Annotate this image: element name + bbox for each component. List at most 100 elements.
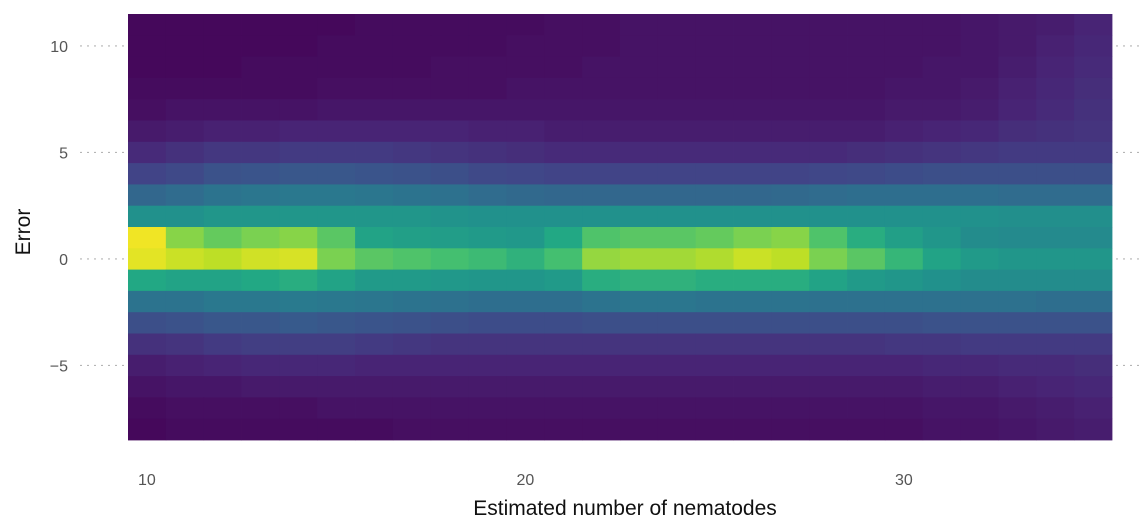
heatmap-cell xyxy=(279,269,318,292)
heatmap-cell xyxy=(771,163,810,185)
heatmap-cell xyxy=(582,163,621,185)
heatmap-cell xyxy=(430,141,470,164)
heatmap-cell xyxy=(582,418,621,441)
heatmap-cell xyxy=(922,205,962,228)
heatmap-cell xyxy=(392,184,432,207)
heatmap-cell xyxy=(809,99,848,121)
heatmap-cell xyxy=(317,397,356,420)
heatmap-cell xyxy=(203,77,242,100)
heatmap-cell xyxy=(922,35,962,57)
heatmap-cell xyxy=(1036,35,1075,57)
heatmap-cell xyxy=(620,418,659,441)
heatmap-cell xyxy=(695,227,734,249)
heatmap-cell xyxy=(847,227,886,249)
heatmap-cell xyxy=(582,184,621,207)
heatmap-cell xyxy=(279,35,318,57)
heatmap-cell xyxy=(203,99,242,121)
heatmap-cell xyxy=(1036,120,1075,143)
heatmap-cell xyxy=(960,376,999,398)
heatmap-cell xyxy=(998,35,1037,57)
heatmap-cell xyxy=(960,184,999,207)
heatmap-cell xyxy=(317,56,356,79)
heatmap-cell xyxy=(847,184,886,207)
heatmap-cell xyxy=(468,14,507,36)
heatmap-cell xyxy=(809,14,848,36)
heatmap-cell xyxy=(165,205,205,228)
heatmap-cell xyxy=(317,290,356,313)
heatmap-cell xyxy=(506,290,545,313)
heatmap-cell xyxy=(582,56,621,79)
heatmap-cell xyxy=(884,99,924,121)
heatmap-cell xyxy=(771,77,810,100)
heatmap-cell xyxy=(998,184,1037,207)
heatmap-cell xyxy=(657,163,697,185)
heatmap-cells xyxy=(128,14,1113,441)
heatmap-cell xyxy=(392,77,432,100)
heatmap-cell xyxy=(847,376,886,398)
heatmap-cell xyxy=(203,205,242,228)
heatmap-cell xyxy=(733,333,772,356)
heatmap-cell xyxy=(582,205,621,228)
heatmap-cell xyxy=(1074,184,1113,207)
heatmap-cell xyxy=(279,248,318,270)
heatmap-cell xyxy=(809,376,848,398)
heatmap-cell xyxy=(695,397,734,420)
heatmap-cell xyxy=(506,418,545,441)
heatmap-cell xyxy=(317,248,356,270)
heatmap-cell xyxy=(241,163,280,185)
heatmap-cell xyxy=(960,141,999,164)
heatmap-cell xyxy=(809,184,848,207)
heatmap-cell xyxy=(506,120,545,143)
heatmap-cell xyxy=(922,120,962,143)
heatmap-cell xyxy=(203,141,242,164)
heatmap-cell xyxy=(506,99,545,121)
heatmap-cell xyxy=(960,397,999,420)
heatmap-cell xyxy=(355,354,394,377)
heatmap-cell xyxy=(1074,333,1113,356)
heatmap-cell xyxy=(771,397,810,420)
heatmap-cell xyxy=(165,248,205,270)
heatmap-cell xyxy=(203,120,242,143)
heatmap-cell xyxy=(960,56,999,79)
heatmap-cell xyxy=(241,205,280,228)
heatmap-cell xyxy=(582,99,621,121)
heatmap-cell xyxy=(809,269,848,292)
heatmap-cell xyxy=(355,248,394,270)
heatmap-cell xyxy=(392,205,432,228)
heatmap-cell xyxy=(128,35,167,57)
heatmap-cell xyxy=(582,14,621,36)
heatmap-cell xyxy=(392,14,432,36)
heatmap-cell xyxy=(695,163,734,185)
heatmap-cell xyxy=(506,376,545,398)
heatmap-cell xyxy=(733,397,772,420)
heatmap-cell xyxy=(884,163,924,185)
heatmap-cell xyxy=(884,269,924,292)
heatmap-cell xyxy=(203,376,242,398)
heatmap-cell xyxy=(695,120,734,143)
heatmap-cell xyxy=(960,333,999,356)
heatmap-cell xyxy=(468,141,507,164)
y-tick-label: 10 xyxy=(50,39,68,56)
heatmap-cell xyxy=(695,376,734,398)
heatmap-cell xyxy=(1036,290,1075,313)
heatmap-cell xyxy=(165,120,205,143)
heatmap-cell xyxy=(279,120,318,143)
heatmap-cell xyxy=(128,163,167,185)
heatmap-cell xyxy=(165,312,205,334)
heatmap-cell xyxy=(1074,77,1113,100)
heatmap-cell xyxy=(468,376,507,398)
heatmap-cell xyxy=(847,418,886,441)
heatmap-cell xyxy=(620,397,659,420)
heatmap-cell xyxy=(771,248,810,270)
heatmap-cell xyxy=(468,418,507,441)
heatmap-cell xyxy=(809,418,848,441)
heatmap-cell xyxy=(733,120,772,143)
heatmap-cell xyxy=(847,397,886,420)
heatmap-cell xyxy=(771,290,810,313)
heatmap-cell xyxy=(430,248,470,270)
heatmap-cell xyxy=(847,141,886,164)
heatmap-cell xyxy=(544,205,583,228)
heatmap-cell xyxy=(1074,290,1113,313)
heatmap-cell xyxy=(695,99,734,121)
